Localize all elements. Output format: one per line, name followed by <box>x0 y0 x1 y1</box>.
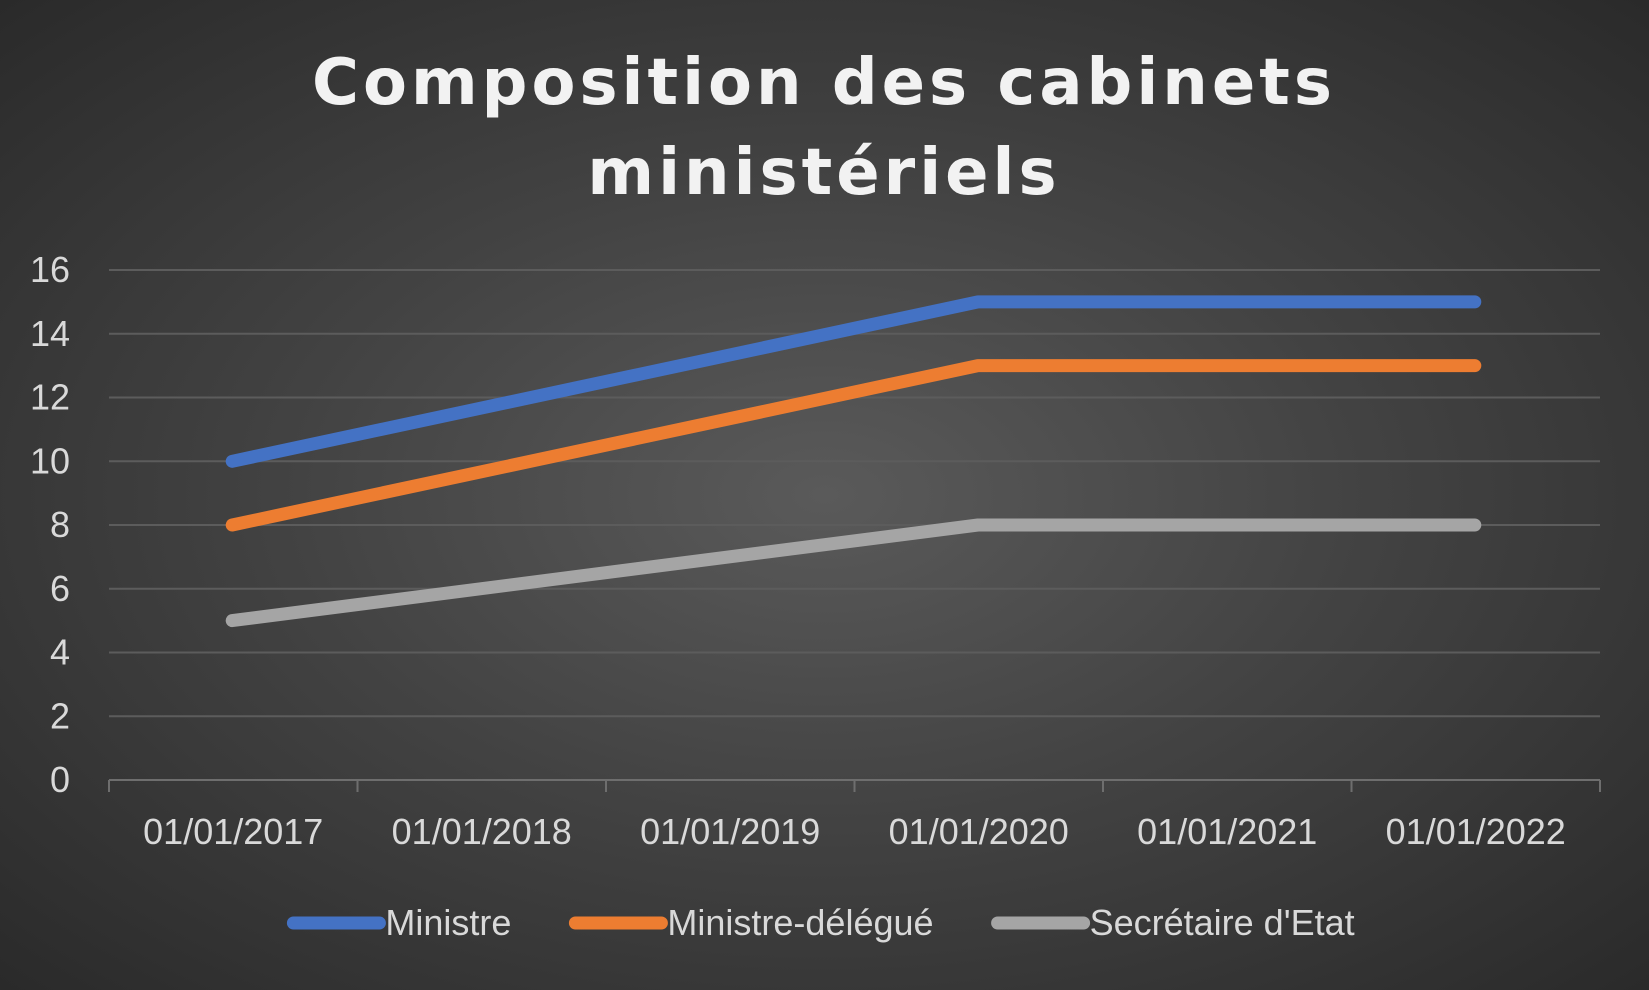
y-tick-label: 10 <box>30 440 70 481</box>
series-lines <box>225 295 1482 628</box>
y-tick-label: 4 <box>50 632 70 673</box>
y-tick-label: 16 <box>30 249 70 290</box>
legend-label: Ministre <box>385 902 511 943</box>
legend-item[interactable]: Ministre-délégué <box>568 902 934 943</box>
chart-title-line-2: ministériels <box>587 136 1060 210</box>
x-tick-label: 01/01/2018 <box>392 811 572 852</box>
x-axis: 01/01/2017 01/01/2018 01/01/2019 01/01/2020… <box>108 779 1601 852</box>
legend-item[interactable]: Ministre <box>286 902 511 943</box>
series-line-secretaire-d-etat <box>225 518 1482 628</box>
gridlines <box>109 269 1600 718</box>
y-tick-label: 12 <box>30 377 70 418</box>
x-tick-label: 01/01/2022 <box>1386 811 1566 852</box>
legend-item[interactable]: Secrétaire d'Etat <box>991 902 1355 943</box>
y-tick-label: 8 <box>50 504 70 545</box>
series-line-ministre-delegue <box>225 359 1482 532</box>
legend[interactable]: Ministre Ministre-délégué Secrétaire d'Eta… <box>286 902 1355 943</box>
x-tick-label: 01/01/2017 <box>143 811 323 852</box>
y-tick-label: 2 <box>50 695 70 736</box>
x-tick-label: 01/01/2021 <box>1137 811 1317 852</box>
y-tick-label: 0 <box>50 759 70 800</box>
x-tick-label: 01/01/2019 <box>640 811 820 852</box>
y-tick-label: 6 <box>50 568 70 609</box>
x-tick-label: 01/01/2020 <box>889 811 1069 852</box>
legend-label: Secrétaire d'Etat <box>1090 902 1355 943</box>
y-tick-label: 14 <box>30 313 70 354</box>
chart-title: Composition des cabinets ministériels <box>312 46 1336 210</box>
legend-label: Ministre-délégué <box>667 902 933 943</box>
y-axis-tick-labels: 0 2 4 6 8 10 12 14 16 <box>30 249 70 800</box>
series-line-ministre <box>225 295 1482 468</box>
chart-title-line-1: Composition des cabinets <box>312 46 1336 120</box>
